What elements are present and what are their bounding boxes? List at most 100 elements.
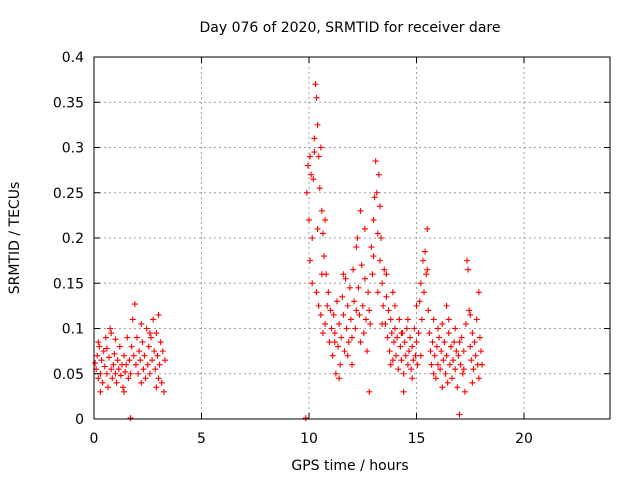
data-point — [388, 330, 395, 337]
data-point — [124, 334, 131, 341]
data-point — [353, 307, 360, 314]
data-point — [383, 271, 390, 278]
data-point — [136, 348, 143, 355]
data-point — [347, 316, 354, 323]
data-point — [335, 343, 342, 350]
x-tick-label: 5 — [197, 431, 206, 447]
data-point — [374, 230, 381, 237]
data-point — [435, 361, 441, 368]
y-tick-label: 0.35 — [53, 95, 84, 111]
data-point — [357, 207, 364, 214]
data-point — [441, 339, 448, 346]
data-point — [454, 384, 461, 391]
data-point — [367, 320, 374, 327]
data-point — [152, 366, 159, 373]
data-point — [432, 375, 439, 382]
data-point — [131, 301, 138, 308]
data-point — [440, 357, 447, 364]
gridlines — [94, 57, 610, 419]
data-point — [129, 316, 136, 323]
data-point — [99, 379, 106, 386]
data-point — [415, 330, 422, 337]
data-point — [400, 370, 407, 377]
data-point — [387, 361, 394, 368]
data-point — [389, 289, 396, 296]
data-point — [456, 339, 463, 346]
data-point — [140, 366, 147, 373]
data-point — [137, 357, 144, 364]
data-point — [103, 370, 110, 377]
data-point — [379, 320, 386, 327]
data-point — [160, 388, 167, 395]
data-point — [100, 348, 107, 355]
data-point — [361, 225, 368, 232]
data-point — [128, 343, 135, 350]
data-point — [92, 359, 99, 366]
data-point — [127, 370, 134, 377]
data-point — [411, 325, 418, 332]
data-point — [424, 266, 431, 273]
data-point — [336, 375, 343, 382]
data-point — [357, 339, 364, 346]
data-point — [149, 357, 156, 364]
data-point — [322, 320, 329, 327]
data-point — [405, 348, 412, 355]
data-point — [447, 343, 454, 350]
data-point — [302, 415, 309, 422]
data-point — [313, 289, 320, 296]
data-point — [398, 330, 405, 337]
data-point — [458, 334, 465, 341]
data-point — [359, 302, 366, 309]
data-point — [386, 348, 393, 355]
data-point — [108, 330, 115, 337]
data-point — [318, 207, 325, 214]
data-point — [475, 375, 482, 382]
y-tick-label: 0.3 — [62, 141, 84, 157]
data-point — [154, 352, 161, 359]
data-point — [412, 352, 419, 359]
data-point — [339, 293, 346, 300]
data-point — [435, 325, 441, 332]
data-point — [397, 343, 404, 350]
data-point — [446, 361, 453, 368]
data-point — [324, 302, 331, 309]
data-point — [421, 289, 428, 296]
y-tick-label: 0.25 — [53, 186, 84, 202]
data-point — [147, 334, 154, 341]
data-point — [479, 361, 486, 368]
data-point — [473, 316, 480, 323]
y-tick-label: 0.05 — [53, 367, 84, 383]
data-point — [113, 379, 120, 386]
data-point — [465, 266, 472, 273]
data-point — [351, 298, 358, 305]
data-point — [325, 289, 332, 296]
data-point — [327, 307, 334, 314]
data-point — [153, 384, 160, 391]
data-point — [333, 298, 340, 305]
x-tick-label: 10 — [300, 431, 318, 447]
data-point — [102, 334, 109, 341]
data-point — [430, 370, 437, 377]
y-axis-ticks: 0 0.05 0.1 0.15 0.2 0.25 0.3 0.35 0.4 — [53, 50, 610, 428]
data-point — [304, 162, 311, 169]
data-point — [370, 216, 377, 223]
data-point — [315, 302, 322, 309]
data-point — [312, 81, 319, 88]
data-point — [395, 366, 402, 373]
data-point — [373, 189, 380, 196]
data-point — [123, 361, 130, 368]
data-point — [328, 325, 335, 332]
data-point — [345, 339, 352, 346]
data-point — [475, 289, 482, 296]
data-point — [108, 366, 115, 373]
x-tick-label: 0 — [90, 431, 99, 447]
data-point — [476, 334, 483, 341]
data-point — [309, 280, 316, 287]
data-point — [409, 343, 416, 350]
data-point — [422, 248, 429, 255]
data-point — [383, 293, 390, 300]
data-point — [120, 384, 127, 391]
data-point — [317, 311, 324, 318]
data-point — [443, 302, 450, 309]
